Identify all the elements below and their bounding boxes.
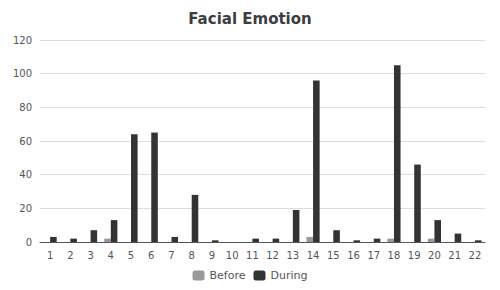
svg-text:21: 21 (448, 250, 461, 261)
svg-text:4: 4 (108, 250, 114, 261)
svg-text:16: 16 (347, 250, 360, 261)
svg-text:12: 12 (266, 250, 279, 261)
svg-text:Facial Emotion: Facial Emotion (188, 10, 312, 28)
svg-text:18: 18 (388, 250, 401, 261)
svg-text:5: 5 (128, 250, 134, 261)
svg-text:20: 20 (19, 203, 32, 214)
svg-text:14: 14 (307, 250, 320, 261)
svg-text:60: 60 (19, 136, 32, 147)
svg-text:8: 8 (189, 250, 195, 261)
svg-text:2: 2 (67, 250, 73, 261)
svg-text:13: 13 (286, 250, 299, 261)
svg-text:20: 20 (428, 250, 441, 261)
svg-text:0: 0 (26, 237, 32, 248)
svg-text:19: 19 (408, 250, 421, 261)
svg-text:10: 10 (226, 250, 239, 261)
svg-text:During: During (270, 269, 307, 282)
svg-text:100: 100 (13, 68, 32, 79)
svg-text:40: 40 (19, 169, 32, 180)
svg-text:3: 3 (87, 250, 93, 261)
svg-text:7: 7 (168, 250, 174, 261)
svg-text:9: 9 (209, 250, 215, 261)
svg-text:1: 1 (47, 250, 53, 261)
svg-text:120: 120 (13, 35, 32, 46)
svg-text:22: 22 (469, 250, 482, 261)
svg-text:6: 6 (148, 250, 154, 261)
svg-text:80: 80 (19, 102, 32, 113)
svg-text:11: 11 (246, 250, 259, 261)
svg-text:15: 15 (327, 250, 340, 261)
svg-text:Before: Before (210, 269, 246, 282)
svg-text:17: 17 (367, 250, 380, 261)
